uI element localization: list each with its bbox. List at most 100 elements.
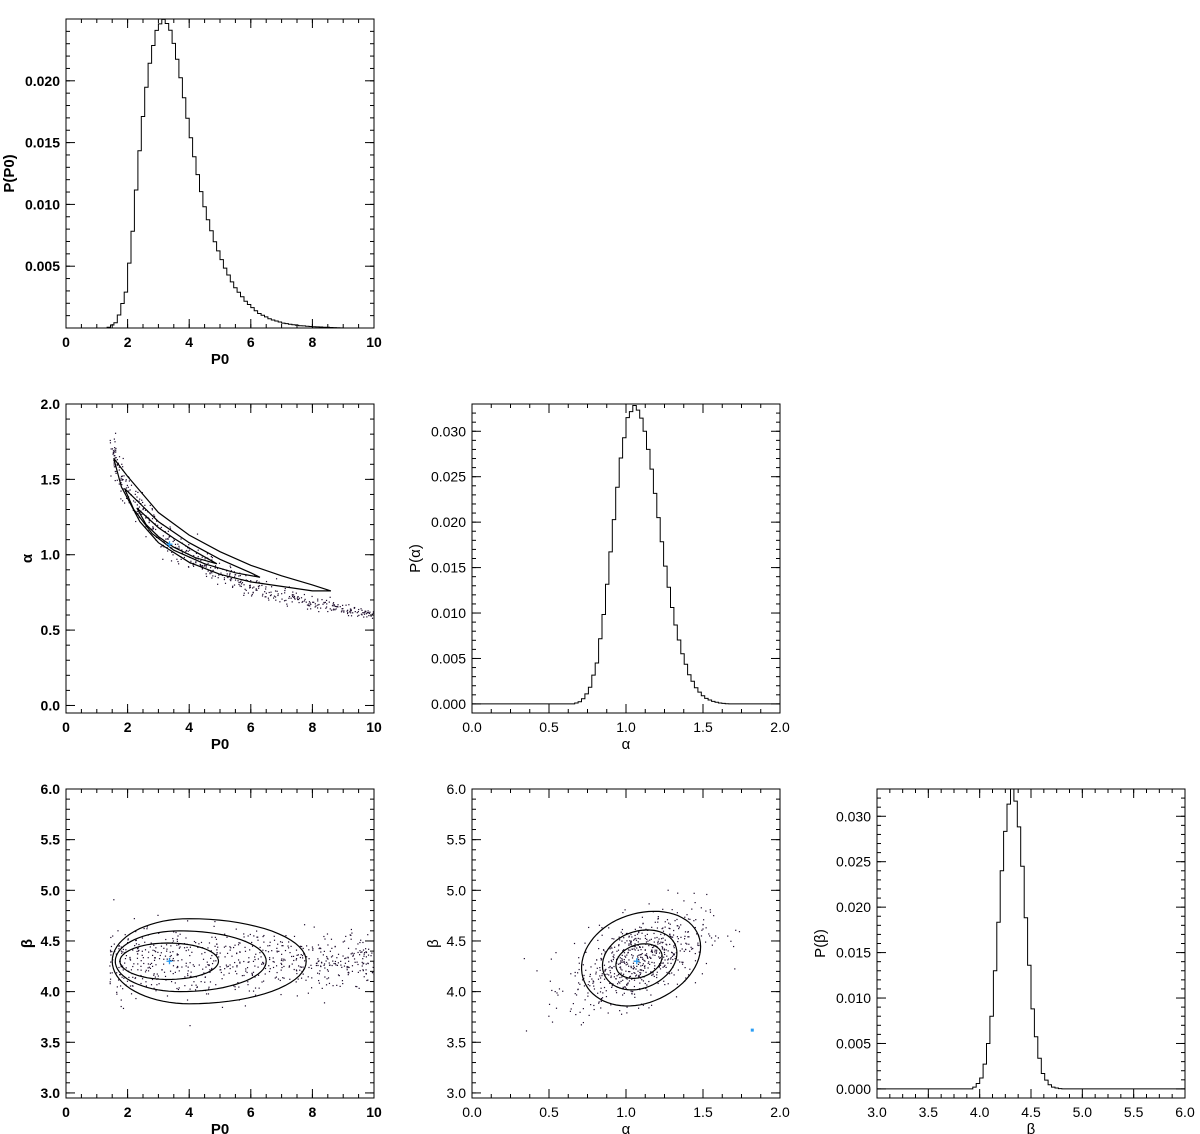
scatter-point (261, 595, 264, 597)
scatter-point (658, 956, 660, 958)
scatter-point (336, 964, 339, 967)
scatter-point (644, 935, 646, 937)
scatter-point (153, 974, 155, 976)
scatter-point (177, 966, 179, 968)
scatter-point (281, 945, 283, 947)
scatter-point (238, 575, 240, 577)
scatter-point (661, 962, 663, 964)
scatter-point (163, 963, 165, 965)
scatter-point (661, 928, 663, 930)
scatter-point (664, 983, 666, 986)
scatter-point (589, 973, 591, 976)
scatter-point (155, 528, 157, 531)
scatter-point (626, 932, 628, 935)
scatter-point (599, 981, 602, 984)
scatter-point (153, 515, 156, 518)
scatter-point (129, 959, 132, 961)
scatter-point (157, 951, 159, 954)
scatter-point (136, 510, 138, 513)
scatter-point (332, 985, 334, 987)
scatter-point (162, 535, 164, 537)
scatter-point (268, 591, 270, 594)
scatter-point (249, 585, 251, 587)
scatter-point (685, 949, 687, 951)
scatter-point (297, 598, 299, 601)
scatter-point (621, 928, 624, 931)
scatter-point (287, 945, 289, 947)
scatter-point (572, 1003, 574, 1005)
scatter-point (639, 954, 641, 956)
scatter-point (340, 611, 343, 613)
scatter-point (198, 964, 200, 966)
scatter-point (640, 965, 642, 967)
scatter-point (634, 934, 636, 937)
scatter-point (315, 962, 318, 965)
scatter-point (656, 976, 658, 979)
scatter-point (626, 1012, 628, 1014)
scatter-point (583, 974, 585, 977)
scatter-point (263, 934, 265, 937)
scatter-point (293, 959, 295, 962)
scatter-point (350, 608, 352, 610)
scatter-point (172, 554, 174, 556)
scatter-point (613, 954, 615, 956)
scatter-point (256, 930, 258, 932)
scatter-point (110, 475, 112, 477)
scatter-point (127, 486, 129, 488)
scatter-point (671, 936, 673, 938)
scatter-point (649, 956, 651, 958)
scatter-point (346, 612, 349, 615)
scatter-point (174, 971, 176, 973)
scatter-point (211, 577, 213, 579)
scatter-point (715, 935, 717, 937)
scatter-point (641, 969, 643, 971)
panel-hist-alpha: 0.0 0.5 1.0 1.5 2.00.0000.0050.0100.0150.020… (407, 403, 790, 753)
scatter-point (204, 976, 206, 978)
scatter-point (124, 958, 127, 960)
scatter-point (235, 928, 237, 930)
scatter-point (597, 992, 599, 994)
scatter-point (607, 1012, 609, 1014)
scatter-point (326, 603, 328, 605)
scatter-point (305, 979, 307, 981)
scatter-point (603, 964, 606, 966)
scatter-point (293, 935, 296, 938)
scatter-point (324, 976, 326, 978)
scatter-point (677, 925, 679, 927)
scatter-point (623, 949, 625, 951)
y-tick-label: 6.0 (41, 781, 61, 797)
scatter-point (207, 570, 209, 572)
scatter-point (177, 547, 179, 549)
scatter-point (132, 949, 134, 951)
scatter-point (671, 972, 673, 974)
scatter-point (118, 966, 120, 969)
scatter-point (229, 946, 231, 948)
scatter-point (136, 957, 139, 959)
scatter-point (264, 596, 266, 598)
scatter-point (678, 927, 680, 930)
confidence-region-middle (114, 930, 267, 993)
scatter-point (121, 500, 124, 502)
scatter-point (626, 984, 628, 986)
scatter-point (220, 969, 222, 971)
scatter-point (151, 528, 153, 530)
scatter-point (626, 961, 628, 964)
scatter-point (318, 982, 321, 984)
scatter-point (180, 558, 182, 560)
scatter-point (178, 547, 180, 549)
scatter-point (631, 936, 633, 938)
scatter-point (335, 606, 338, 608)
scatter-point (256, 580, 258, 582)
scatter-point (282, 977, 284, 979)
scatter-point (128, 490, 130, 492)
scatter-point (692, 947, 694, 950)
scatter-point (301, 970, 303, 973)
scatter-point (664, 953, 666, 956)
scatter-point (645, 954, 648, 957)
scatter-point (141, 513, 143, 516)
scatter-point (709, 911, 712, 913)
x-axis-label: α (622, 736, 631, 753)
scatter-point (551, 989, 553, 992)
scatter-point (615, 958, 618, 960)
scatter-point (665, 966, 667, 969)
